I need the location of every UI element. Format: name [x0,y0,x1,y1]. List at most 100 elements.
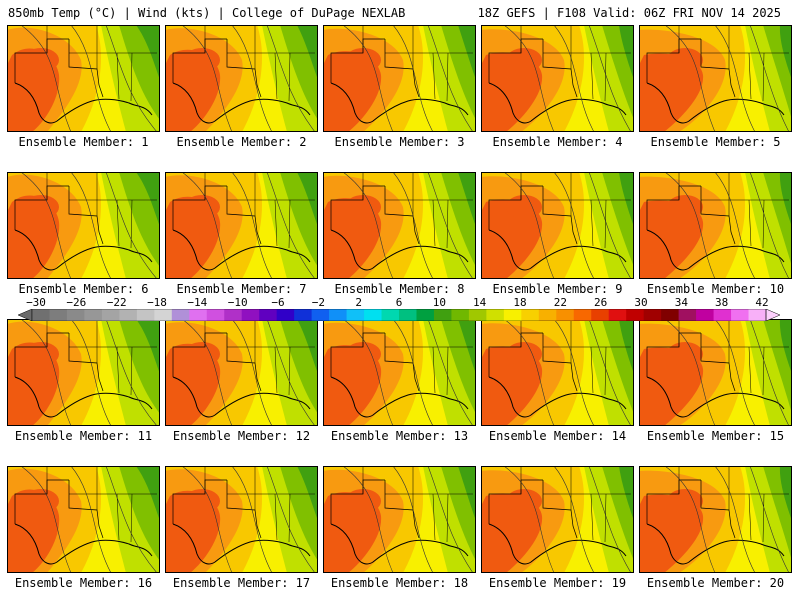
member-caption: Ensemble Member: 18 [330,576,469,590]
colorbar-tick-label: −30 [26,296,46,309]
temperature-map [165,25,318,132]
ensemble-member-map [165,25,318,132]
colorbar-segment [154,309,173,321]
colorbar-segment [556,309,575,321]
colorbar-tick-label: 14 [473,296,487,309]
ensemble-member-map [323,319,476,426]
member-caption: Ensemble Member: 1 [18,135,149,149]
ensemble-member-map [165,319,318,426]
colorbar-tick-label: −2 [311,296,325,309]
colorbar-segment [433,309,452,321]
colorbar-segment [678,309,697,321]
colorbar-segment [503,309,522,321]
member-caption: Ensemble Member: 11 [14,429,153,443]
temperature-map [7,172,160,279]
colorbar-segment [311,309,330,321]
ensemble-member-map [639,172,792,279]
colorbar-segment [101,309,120,321]
temperature-map [639,319,792,426]
temperature-map [481,172,634,279]
colorbar-tick-label: −18 [147,296,167,309]
temperature-map [481,25,634,132]
colorbar-tick-label: 34 [674,296,688,309]
colorbar-segment [189,309,208,321]
ensemble-member-map [481,319,634,426]
colorbar-segment [84,309,103,321]
ensemble-member-map [639,466,792,573]
temperature-map [323,466,476,573]
member-caption: Ensemble Member: 2 [176,135,307,149]
colorbar-segment [276,309,295,321]
member-caption: Ensemble Member: 15 [646,429,785,443]
colorbar-segment [32,309,50,321]
colorbar-tick-label: −6 [271,296,285,309]
colorbar-segment [171,309,190,321]
temperature-map [639,172,792,279]
colorbar-segment [486,309,505,321]
colorbar-segment [241,309,260,321]
colorbar-segment [119,309,138,321]
colorbar-tick-label: 30 [634,296,648,309]
colorbar-tick-label: −22 [106,296,127,309]
member-caption: Ensemble Member: 5 [650,135,781,149]
colorbar-segment [206,309,225,321]
colorbar-segment [626,309,645,321]
colorbar-segment [66,309,85,321]
member-caption: Ensemble Member: 3 [334,135,465,149]
member-caption: Ensemble Member: 19 [488,576,627,590]
temperature-map [323,25,476,132]
member-caption: Ensemble Member: 10 [646,282,785,296]
ensemble-member-map [481,466,634,573]
colorbar-tick-label: 22 [553,296,567,309]
colorbar-segment [573,309,592,321]
temperature-map [165,466,318,573]
member-caption: Ensemble Member: 13 [330,429,469,443]
colorbar-segment [713,309,732,321]
ensemble-member-map [165,172,318,279]
colorbar-segment [731,309,750,321]
colorbar-segment [259,309,278,321]
colorbar-segment [399,309,417,321]
ensemble-member-map [7,319,160,426]
temperature-map [639,466,792,573]
ensemble-member-map [7,25,160,132]
colorbar-segment [608,309,627,321]
ensemble-member-map [639,25,792,132]
colorbar-segment [294,309,313,321]
colorbar-segment [696,309,715,321]
colorbar-tick-label: −14 [187,296,208,309]
ensemble-member-map [481,25,634,132]
colorbar-tick-label: 18 [513,296,527,309]
member-caption: Ensemble Member: 7 [176,282,307,296]
ensemble-member-map [7,172,160,279]
member-caption: Ensemble Member: 6 [18,282,149,296]
member-caption: Ensemble Member: 16 [14,576,153,590]
ensemble-member-map [165,466,318,573]
member-caption: Ensemble Member: 8 [334,282,465,296]
colorbar-segment [224,309,243,321]
member-caption: Ensemble Member: 4 [492,135,623,149]
colorbar-segment [521,309,540,321]
temperature-map [7,466,160,573]
colorbar-segment [451,309,470,321]
colorbar-segment [49,309,68,321]
colorbar-tick-label: 38 [715,296,729,309]
colorbar-segment [364,309,383,321]
color-scale-bar: −30 −26 −22 −18 −14 −10 −6 −2 2 6 10 14 18 22 26 30 34 38… [0,294,800,324]
member-caption: Ensemble Member: 9 [492,282,623,296]
member-caption: Ensemble Member: 17 [172,576,311,590]
temperature-map [639,25,792,132]
colorbar-segment [346,309,365,321]
colorbar-segment [643,309,662,321]
ensemble-member-map [7,466,160,573]
colorbar-tick-label: −10 [227,296,248,309]
colorbar-low-arrow [17,309,33,321]
member-caption: Ensemble Member: 12 [172,429,311,443]
ensemble-member-map [639,319,792,426]
temperature-map [323,319,476,426]
temperature-map [7,319,160,426]
colorbar-segment [468,309,487,321]
colorbar-segment [591,309,610,321]
colorbar-segment [329,309,348,321]
temperature-map [481,466,634,573]
